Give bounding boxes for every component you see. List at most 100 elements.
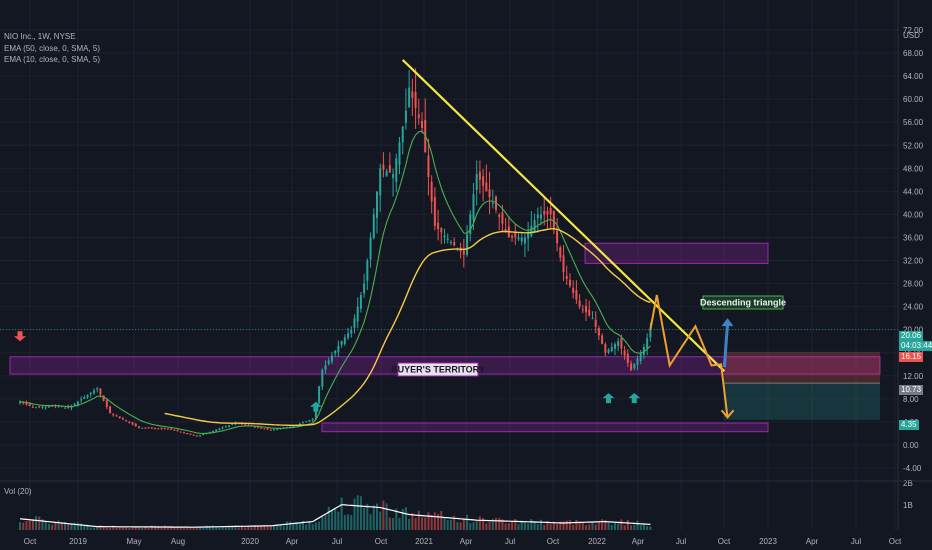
candle[interactable] xyxy=(224,426,227,428)
candle[interactable] xyxy=(633,364,636,369)
candle[interactable] xyxy=(256,426,259,428)
candle[interactable] xyxy=(92,390,95,394)
candle[interactable] xyxy=(501,212,504,224)
candle[interactable] xyxy=(482,176,485,186)
candle[interactable] xyxy=(491,202,494,204)
candle[interactable] xyxy=(382,164,385,170)
candle[interactable] xyxy=(330,355,333,362)
candle[interactable] xyxy=(408,87,411,108)
candle[interactable] xyxy=(636,358,639,366)
candle[interactable] xyxy=(102,395,105,401)
candle[interactable] xyxy=(115,415,118,417)
candle[interactable] xyxy=(533,220,536,232)
candle[interactable] xyxy=(305,421,308,423)
candle[interactable] xyxy=(411,91,414,98)
candle[interactable] xyxy=(73,403,76,407)
candle[interactable] xyxy=(379,168,382,196)
candle[interactable] xyxy=(221,427,224,429)
projection-path[interactable] xyxy=(649,294,729,418)
candle[interactable] xyxy=(375,191,378,219)
candle[interactable] xyxy=(47,406,50,408)
candle[interactable] xyxy=(565,275,568,279)
candle[interactable] xyxy=(443,235,446,238)
candle[interactable] xyxy=(157,428,160,430)
candle[interactable] xyxy=(31,406,34,408)
candle[interactable] xyxy=(568,279,571,286)
candle[interactable] xyxy=(83,397,86,399)
candle[interactable] xyxy=(298,423,301,426)
candle[interactable] xyxy=(350,329,353,334)
candle[interactable] xyxy=(215,429,218,432)
candle[interactable] xyxy=(99,388,102,395)
candle[interactable] xyxy=(591,318,594,320)
candle[interactable] xyxy=(76,401,79,405)
candle[interactable] xyxy=(617,341,620,347)
candle[interactable] xyxy=(147,427,150,429)
symbol-title[interactable]: NIO Inc., 1W, NYSE xyxy=(4,32,76,41)
candle[interactable] xyxy=(475,174,478,190)
candle[interactable] xyxy=(340,341,343,345)
breakout-arrow-shaft[interactable] xyxy=(722,324,730,368)
candle[interactable] xyxy=(401,126,404,143)
candle[interactable] xyxy=(337,346,340,353)
candle[interactable] xyxy=(41,406,44,408)
candle[interactable] xyxy=(417,114,420,118)
candle[interactable] xyxy=(19,401,21,404)
candle[interactable] xyxy=(527,231,530,239)
candle[interactable] xyxy=(610,346,613,352)
descending-trendline[interactable] xyxy=(401,59,726,372)
ema-10-line[interactable] xyxy=(19,130,651,434)
candle[interactable] xyxy=(449,241,452,243)
candle[interactable] xyxy=(517,237,520,240)
candle[interactable] xyxy=(343,337,346,344)
candle[interactable] xyxy=(105,400,108,408)
candle[interactable] xyxy=(359,295,362,309)
volume-legend[interactable]: Vol (20) xyxy=(4,487,32,496)
candle[interactable] xyxy=(260,427,263,429)
candle[interactable] xyxy=(630,363,633,371)
candle[interactable] xyxy=(607,349,610,353)
candle[interactable] xyxy=(131,422,134,425)
candle[interactable] xyxy=(604,344,607,353)
candle[interactable] xyxy=(266,428,269,430)
candle[interactable] xyxy=(613,344,616,349)
candle[interactable] xyxy=(192,434,195,436)
candle[interactable] xyxy=(523,237,526,244)
candle[interactable] xyxy=(504,229,507,231)
candle[interactable] xyxy=(485,182,488,192)
candle[interactable] xyxy=(263,428,266,430)
candle[interactable] xyxy=(195,435,198,437)
candle[interactable] xyxy=(176,430,179,432)
candle[interactable] xyxy=(38,406,41,408)
position-target-zone[interactable] xyxy=(724,383,880,420)
candle[interactable] xyxy=(199,435,202,437)
candle[interactable] xyxy=(28,403,31,407)
candle[interactable] xyxy=(228,425,231,427)
candle[interactable] xyxy=(588,309,591,316)
candle[interactable] xyxy=(430,181,433,202)
lower-zone[interactable] xyxy=(321,422,769,433)
candle[interactable] xyxy=(398,142,401,165)
candle[interactable] xyxy=(308,420,311,422)
candle[interactable] xyxy=(421,121,424,128)
candle[interactable] xyxy=(218,428,221,430)
candle[interactable] xyxy=(363,283,366,294)
candle[interactable] xyxy=(166,428,169,430)
candle[interactable] xyxy=(549,207,552,215)
candle[interactable] xyxy=(189,433,192,435)
candle[interactable] xyxy=(543,210,546,215)
candle[interactable] xyxy=(276,428,279,430)
candle[interactable] xyxy=(520,237,523,242)
candle[interactable] xyxy=(536,214,539,219)
candle[interactable] xyxy=(118,416,121,419)
candle[interactable] xyxy=(353,318,356,328)
candle[interactable] xyxy=(35,407,38,409)
candle[interactable] xyxy=(372,214,375,239)
candle[interactable] xyxy=(639,352,642,362)
candle[interactable] xyxy=(552,210,555,229)
candle[interactable] xyxy=(594,319,597,327)
candle[interactable] xyxy=(472,194,475,220)
candle[interactable] xyxy=(179,431,182,433)
candle[interactable] xyxy=(211,430,214,433)
candle[interactable] xyxy=(514,232,517,238)
